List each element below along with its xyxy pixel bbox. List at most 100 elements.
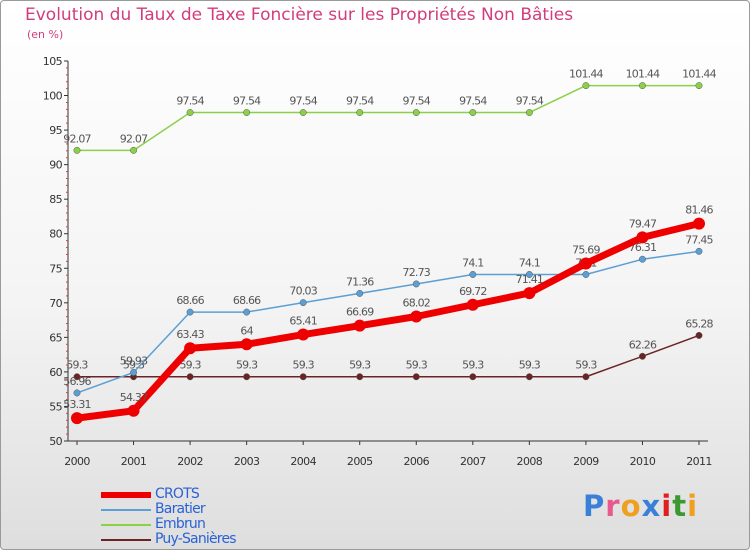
data-label-embrun: 101.44 xyxy=(569,68,603,81)
data-label-baratier: 76.31 xyxy=(629,241,657,254)
data-point-baratier xyxy=(73,389,81,397)
data-point-puy-sanieres xyxy=(186,373,194,381)
data-label-crots: 68.02 xyxy=(403,296,431,309)
data-point-embrun xyxy=(299,109,307,116)
data-point-embrun xyxy=(73,146,81,154)
data-label-crots: 66.69 xyxy=(346,306,374,319)
data-point-crots xyxy=(693,217,705,230)
data-label-crots: 53.31 xyxy=(63,398,91,411)
data-label-baratier: 59.93 xyxy=(120,354,148,367)
data-label-crots: 69.72 xyxy=(459,285,487,298)
data-point-puy-sanieres xyxy=(639,352,646,360)
y-tick-label: 60 xyxy=(49,366,62,379)
x-tick-label: 2002 xyxy=(177,455,203,468)
y-tick-label: 85 xyxy=(49,193,62,206)
proxiti-logo: Proxiti xyxy=(583,489,698,523)
y-tick-label: 55 xyxy=(49,400,62,413)
logo-letter: r xyxy=(605,489,621,523)
data-label-puy-sanieres: 59.3 xyxy=(462,359,484,372)
data-label-puy-sanieres: 59.3 xyxy=(123,359,145,372)
data-point-baratier xyxy=(469,271,477,278)
y-tick-label: 105 xyxy=(43,55,63,68)
data-label-crots: 71.41 xyxy=(516,273,544,286)
data-label-embrun: 92.07 xyxy=(63,132,91,145)
y-tick-label: 75 xyxy=(49,262,62,275)
series-line-baratier xyxy=(76,250,700,394)
series-line-embrun xyxy=(76,84,700,152)
data-point-baratier xyxy=(356,289,364,297)
data-point-embrun xyxy=(525,109,533,116)
data-point-crots xyxy=(466,298,479,311)
data-label-puy-sanieres: 59.3 xyxy=(349,359,371,372)
y-tick-label: 95 xyxy=(49,124,62,137)
data-point-crots xyxy=(636,231,649,244)
data-point-baratier xyxy=(582,271,590,278)
data-point-puy-sanieres xyxy=(356,373,364,381)
data-label-embrun: 92.07 xyxy=(120,132,148,145)
data-point-embrun xyxy=(130,146,137,154)
data-label-crots: 79.47 xyxy=(629,217,657,230)
data-point-embrun xyxy=(639,82,646,90)
legend-label-embrun: Embrun xyxy=(155,516,206,532)
data-point-puy-sanieres xyxy=(299,373,307,381)
data-point-baratier xyxy=(639,255,646,263)
data-point-crots xyxy=(523,287,536,300)
legend-swatch-baratier xyxy=(101,509,151,511)
logo-letter: P xyxy=(583,489,606,523)
data-point-crots xyxy=(410,310,423,323)
data-point-baratier xyxy=(243,308,251,316)
x-tick-label: 2005 xyxy=(347,455,373,468)
data-label-puy-sanieres: 65.28 xyxy=(685,317,713,330)
y-tick-label: 100 xyxy=(43,90,63,103)
y-tick-label: 80 xyxy=(49,228,62,241)
y-tick-label: 65 xyxy=(49,331,62,344)
x-tick-label: 2006 xyxy=(403,455,429,468)
data-point-embrun xyxy=(469,109,477,116)
data-point-puy-sanieres xyxy=(525,373,533,381)
chart-title: Evolution du Taux de Taxe Foncière sur l… xyxy=(25,5,574,25)
data-point-puy-sanieres xyxy=(695,331,703,339)
data-label-embrun: 101.44 xyxy=(682,68,716,81)
data-point-embrun xyxy=(243,109,251,116)
data-label-puy-sanieres: 59.3 xyxy=(66,359,88,372)
logo-letter: o xyxy=(620,489,642,523)
data-point-baratier xyxy=(299,299,307,307)
data-label-embrun: 97.54 xyxy=(459,95,487,108)
data-label-baratier: 68.66 xyxy=(233,294,261,307)
data-label-embrun: 101.44 xyxy=(626,68,660,81)
data-label-embrun: 97.54 xyxy=(289,95,317,108)
data-point-puy-sanieres xyxy=(469,373,477,381)
data-label-embrun: 97.54 xyxy=(403,95,431,108)
legend-swatch-crots xyxy=(101,492,151,498)
data-label-crots: 81.46 xyxy=(685,204,713,217)
data-point-crots xyxy=(353,319,366,332)
data-label-crots: 65.41 xyxy=(289,315,317,328)
data-label-baratier: 70.03 xyxy=(289,285,317,298)
x-tick-label: 2007 xyxy=(460,455,486,468)
data-point-baratier xyxy=(130,368,137,376)
data-label-baratier: 71.36 xyxy=(346,275,374,288)
data-label-baratier: 77.45 xyxy=(685,233,713,246)
logo-letter: i xyxy=(661,489,673,523)
data-label-crots: 64 xyxy=(240,324,253,337)
y-tick-label: 70 xyxy=(49,297,62,310)
x-tick-label: 2000 xyxy=(64,455,90,468)
data-point-embrun xyxy=(695,82,703,90)
data-point-baratier xyxy=(695,247,703,255)
data-point-crots xyxy=(184,342,197,355)
logo-letter: x xyxy=(641,489,662,523)
data-label-puy-sanieres: 62.26 xyxy=(629,338,657,351)
data-label-crots: 63.43 xyxy=(176,328,204,341)
data-label-baratier: 72.73 xyxy=(403,266,431,279)
data-label-puy-sanieres: 59.3 xyxy=(575,359,597,372)
data-label-crots: 75.69 xyxy=(572,244,600,257)
x-tick-label: 2003 xyxy=(234,455,260,468)
data-label-puy-sanieres: 59.3 xyxy=(179,359,201,372)
logo-letter: t xyxy=(672,489,688,523)
data-label-baratier: 56.96 xyxy=(63,375,91,388)
data-point-crots xyxy=(579,257,592,270)
data-point-crots xyxy=(71,412,83,425)
x-tick-label: 2010 xyxy=(630,455,656,468)
data-point-baratier xyxy=(186,308,194,316)
